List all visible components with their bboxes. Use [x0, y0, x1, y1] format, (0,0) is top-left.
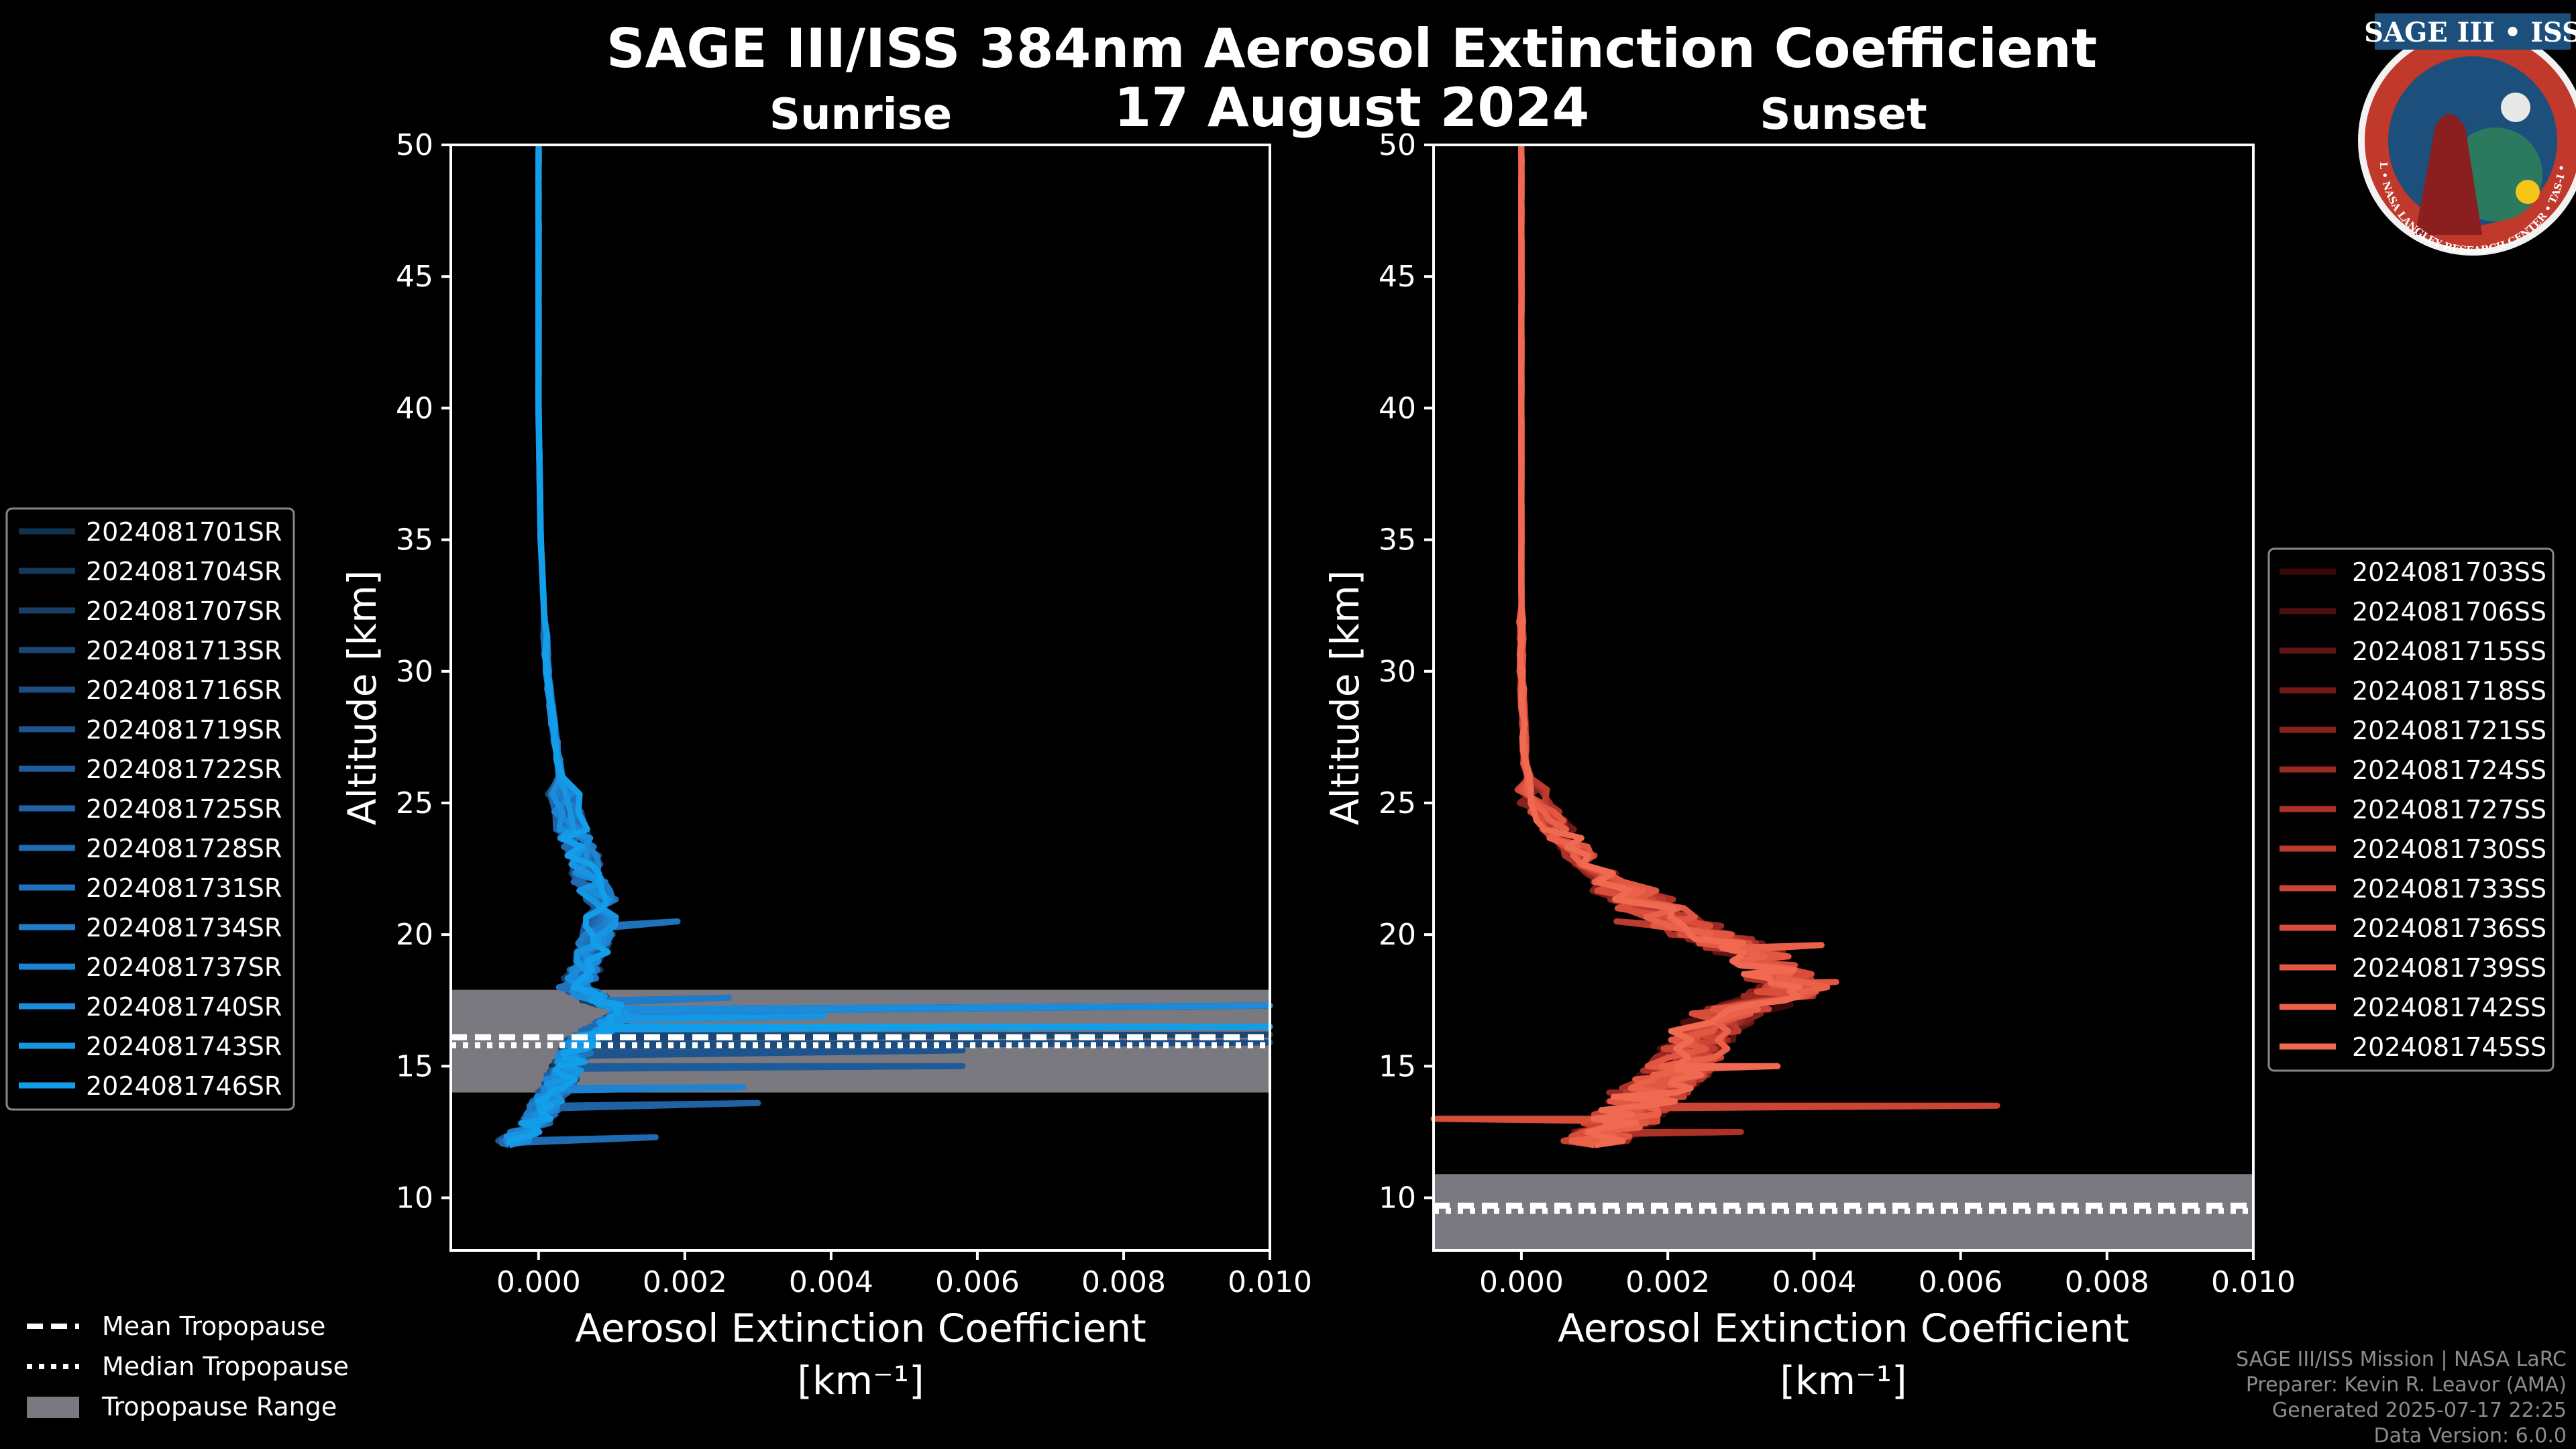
- sunset-plot: 0.000 0.002 0.004 0.006 0.008 0.010 10 15 20 25 30…: [1322, 128, 2296, 1403]
- sunset-ytick-label: 15: [1379, 1049, 1416, 1083]
- sunset-ytick-label: 25: [1379, 786, 1416, 820]
- sunrise-ytick-label: 10: [396, 1181, 433, 1216]
- sunrise-xunit: [km⁻¹]: [797, 1358, 924, 1403]
- sunrise-legend-label: 2024081740SR: [86, 992, 282, 1022]
- moon-icon: [2501, 93, 2530, 122]
- sun-icon: [2516, 180, 2540, 204]
- sunrise-ticks: 0.000 0.002 0.004 0.006 0.008 0.010 10 15 20 25 30…: [396, 128, 1312, 1299]
- sunrise-legend-label: 2024081728SR: [86, 834, 282, 863]
- tropopause-legend: Mean Tropopause Median Tropopause Tropop…: [27, 1311, 349, 1421]
- median-tropopause-label: Median Tropopause: [102, 1352, 349, 1381]
- sunset-xtick-label: 0.006: [1919, 1265, 2003, 1299]
- sunset-xtick-label: 0.008: [2065, 1265, 2149, 1299]
- sunrise-legend-label: 2024081704SR: [86, 557, 282, 586]
- sunrise-panel-title: Sunrise: [769, 90, 952, 140]
- sunset-xlabel: Aerosol Extinction Coefficient: [1558, 1305, 2129, 1351]
- sunrise-ytick-label: 15: [396, 1049, 433, 1083]
- sunset-legend-label: 2024081724SS: [2352, 755, 2546, 785]
- logo-banner: [2375, 13, 2571, 50]
- sunrise-legend-label: 2024081746SR: [86, 1071, 282, 1101]
- sunrise-xtick-label: 0.010: [1228, 1265, 1312, 1299]
- sunrise-legend-label: 2024081716SR: [86, 676, 282, 705]
- sage-figure-icon: [2415, 114, 2482, 235]
- footer-line-3: Generated 2025-07-17 22:25: [2272, 1399, 2567, 1422]
- sunset-xunit: [km⁻¹]: [1780, 1358, 1907, 1403]
- footer: SAGE III/ISS Mission | NASA LaRC Prepare…: [2236, 1348, 2567, 1448]
- sunrise-xtick-label: 0.006: [935, 1265, 1020, 1299]
- sunset-legend-label: 2024081718SS: [2352, 676, 2546, 706]
- sunrise-legend-label: 2024081722SR: [86, 755, 282, 784]
- sunrise-legend-label: 2024081713SR: [86, 636, 282, 665]
- footer-line-2: Preparer: Kevin R. Leavor (AMA): [2246, 1373, 2567, 1397]
- figure-title: SAGE III/ISS 384nm Aerosol Extinction Co…: [606, 17, 2097, 80]
- sunset-ytick-label: 10: [1379, 1181, 1416, 1216]
- sunset-legend-label: 2024081727SS: [2352, 795, 2546, 824]
- sunrise-trace-2024081746SR: [506, 144, 1273, 1146]
- sunrise-plot: 0.000 0.002 0.004 0.006 0.008 0.010 10 15 20 25 30…: [339, 128, 1312, 1403]
- sunrise-ytick-label: 20: [396, 918, 433, 952]
- sunset-xtick-label: 0.002: [1625, 1265, 1710, 1299]
- sunrise-ytick-label: 30: [396, 655, 433, 689]
- sunset-legend-label: 2024081706SS: [2352, 597, 2546, 627]
- sunset-legend-label: 2024081733SS: [2352, 874, 2546, 904]
- sunrise-legend-label: 2024081734SR: [86, 913, 282, 943]
- sunset-legend-label: 2024081703SS: [2352, 557, 2546, 587]
- sunset-legend-label: 2024081745SS: [2352, 1032, 2546, 1062]
- sunset-ytick-label: 45: [1379, 260, 1416, 294]
- sunrise-ytick-label: 50: [396, 128, 433, 162]
- sunrise-legend-label: 2024081701SR: [86, 517, 282, 547]
- sunrise-xtick-label: 0.008: [1081, 1265, 1166, 1299]
- sunset-ytick-label: 30: [1379, 655, 1416, 689]
- footer-line-4: Data Version: 6.0.0: [2374, 1424, 2567, 1448]
- sunrise-xtick-label: 0.004: [789, 1265, 873, 1299]
- sunrise-legend: 2024081701SR 2024081704SR 2024081707SR 2024…: [5, 507, 295, 1111]
- sunrise-legend-label: 2024081707SR: [86, 596, 282, 626]
- sunrise-xtick-label: 0.002: [643, 1265, 727, 1299]
- sunrise-ytick-label: 40: [396, 391, 433, 425]
- sunset-trace-2024081745SS: [1517, 144, 1803, 1148]
- sunset-ytick-label: 40: [1379, 391, 1416, 425]
- sunrise-ytick-label: 45: [396, 260, 433, 294]
- mean-tropopause-label: Mean Tropopause: [102, 1311, 325, 1341]
- sunrise-legend-label: 2024081725SR: [86, 794, 282, 824]
- sunrise-legend-label: 2024081719SR: [86, 715, 282, 745]
- sunset-xtick-label: 0.004: [1772, 1265, 1856, 1299]
- sunset-ticks: 0.000 0.002 0.004 0.006 0.008 0.010 10 15 20 25 30…: [1379, 128, 2296, 1299]
- sunset-axes-frame: [1432, 144, 2255, 1252]
- tropopause-range-swatch: [27, 1397, 79, 1418]
- sunset-ytick-label: 20: [1379, 918, 1416, 952]
- sunrise-ytick-label: 25: [396, 786, 433, 820]
- sunrise-traces: [451, 144, 1273, 1148]
- sunset-xtick-label: 0.010: [2211, 1265, 2296, 1299]
- sunset-legend-label: 2024081730SS: [2352, 835, 2546, 864]
- sunset-ylabel: Altitude [km]: [1322, 570, 1368, 825]
- sunset-legend-label: 2024081736SS: [2352, 914, 2546, 943]
- sunset-legend-label: 2024081742SS: [2352, 993, 2546, 1022]
- sunset-ytick-label: 50: [1379, 128, 1416, 162]
- sunset-traces: [1430, 144, 2253, 1250]
- logo-top-text: SAGE III • ISS: [2364, 17, 2576, 48]
- sunset-legend-label: 2024081721SS: [2352, 716, 2546, 745]
- sunset-xtick-label: 0.000: [1479, 1265, 1564, 1299]
- sunrise-axes-frame: [449, 144, 1271, 1252]
- sunrise-legend-box: [5, 507, 295, 1111]
- figure-date: 17 August 2024: [1114, 76, 1590, 139]
- sunset-legend-label: 2024081739SS: [2352, 953, 2546, 983]
- sunrise-ytick-label: 35: [396, 523, 433, 557]
- sunrise-ylabel: Altitude [km]: [339, 570, 385, 825]
- footer-line-1: SAGE III/ISS Mission | NASA LaRC: [2236, 1348, 2567, 1371]
- sunset-legend: 2024081703SS 2024081706SS 2024081715SS 2024…: [2267, 547, 2555, 1072]
- sunrise-legend-label: 2024081743SR: [86, 1032, 282, 1061]
- sunset-legend-box: [2267, 547, 2555, 1072]
- sunset-ytick-label: 35: [1379, 523, 1416, 557]
- sunset-panel-title: Sunset: [1760, 90, 1927, 140]
- tropopause-range-label: Tropopause Range: [101, 1392, 337, 1421]
- sunrise-xlabel: Aerosol Extinction Coefficient: [575, 1305, 1146, 1351]
- sunrise-legend-label: 2024081731SR: [86, 873, 282, 903]
- sunrise-legend-label: 2024081737SR: [86, 953, 282, 982]
- sunset-legend-label: 2024081715SS: [2352, 637, 2546, 666]
- sunrise-xtick-label: 0.000: [496, 1265, 581, 1299]
